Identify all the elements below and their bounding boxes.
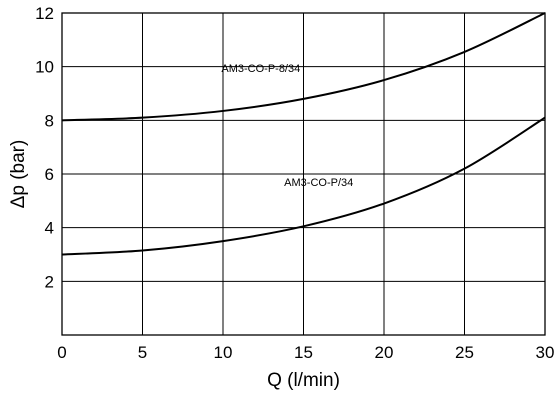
y-tick-label: 6 (45, 165, 54, 184)
series-label-2: AM3-CO-P/34 (284, 177, 353, 189)
x-tick-label: 10 (214, 343, 233, 362)
y-tick-label: 8 (45, 111, 54, 130)
x-tick-labels: 0 5 10 15 20 25 30 (57, 343, 554, 362)
series-labels: AM3-CO-P-8/34 AM3-CO-P/34 (221, 63, 353, 189)
x-tick-label: 0 (57, 343, 66, 362)
y-tick-label: 4 (45, 219, 54, 238)
series-label-1: AM3-CO-P-8/34 (221, 63, 300, 75)
x-tick-label: 5 (138, 343, 147, 362)
grid (62, 13, 545, 335)
curves (61, 12, 546, 256)
x-tick-label: 25 (455, 343, 474, 362)
y-tick-label: 12 (35, 4, 54, 23)
series-line-1 (61, 12, 546, 122)
x-tick-label: 15 (294, 343, 313, 362)
x-tick-label: 20 (375, 343, 394, 362)
y-tick-label: 10 (35, 58, 54, 77)
y-tick-label: 2 (45, 272, 54, 291)
plot-frame (61, 12, 546, 336)
series-line-2 (61, 116, 546, 256)
y-axis-label: Δp (bar) (8, 140, 29, 209)
y-tick-labels: 2 4 6 8 10 12 (35, 4, 54, 291)
x-axis-label: Q (l/min) (267, 370, 340, 391)
x-tick-label: 30 (536, 343, 555, 362)
